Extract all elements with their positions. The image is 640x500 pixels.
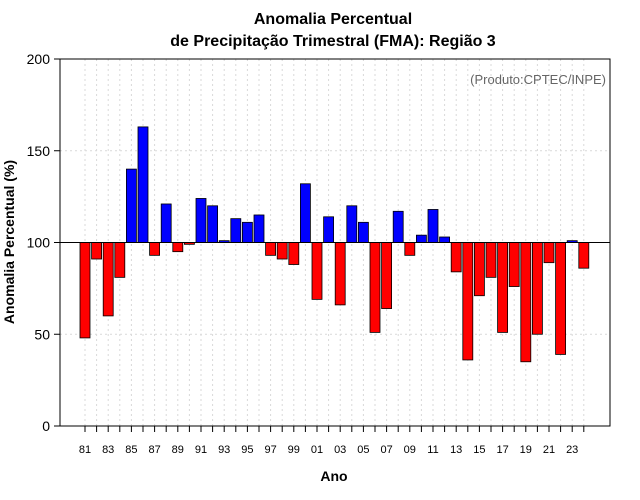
bar-22 bbox=[555, 242, 566, 355]
bar-95 bbox=[241, 221, 253, 243]
x-tick-label: 93 bbox=[218, 444, 230, 456]
x-tick-label: 23 bbox=[566, 444, 578, 456]
bar-89 bbox=[172, 242, 184, 253]
y-axis: 0 50 100 150 200 bbox=[27, 51, 60, 434]
x-tick-label: 81 bbox=[79, 444, 91, 456]
bars bbox=[79, 126, 590, 363]
x-axis-title: Ano bbox=[320, 468, 347, 484]
bar-88 bbox=[160, 203, 172, 243]
bar-09 bbox=[404, 242, 416, 256]
credit-text: (Produto:CPTEC/INPE) bbox=[470, 72, 606, 87]
bar-91 bbox=[195, 198, 207, 243]
y-tick-label: 150 bbox=[27, 143, 51, 159]
x-tick-label: 17 bbox=[496, 444, 508, 456]
y-tick-label: 0 bbox=[42, 418, 50, 434]
bar-94 bbox=[230, 218, 242, 243]
bar-17 bbox=[497, 242, 509, 333]
bar-05 bbox=[357, 221, 369, 243]
x-tick-label: 11 bbox=[427, 444, 438, 456]
bar-10 bbox=[415, 234, 427, 243]
x-tick-label: 91 bbox=[195, 444, 207, 456]
y-tick-label: 100 bbox=[27, 235, 51, 251]
x-tick-label: 19 bbox=[520, 444, 532, 456]
x-tick-label: 95 bbox=[241, 444, 253, 456]
bar-04 bbox=[346, 205, 358, 243]
x-tick-label: 85 bbox=[125, 444, 137, 456]
bar-01 bbox=[311, 242, 323, 300]
bar-00 bbox=[299, 183, 311, 243]
bar-08 bbox=[392, 210, 404, 243]
bar-03 bbox=[334, 242, 346, 306]
x-tick-label: 99 bbox=[288, 444, 300, 456]
x-tick-label: 87 bbox=[148, 444, 160, 456]
bar-15 bbox=[473, 242, 485, 297]
x-tick-label: 21 bbox=[543, 444, 555, 456]
x-axis: 81 83 85 87 89 91 93 95 97 99 01 03 05 07 09 11 13 15 17 19… bbox=[79, 426, 585, 456]
bar-20 bbox=[532, 242, 543, 335]
bar-85 bbox=[126, 168, 137, 243]
x-tick-label: 03 bbox=[334, 444, 346, 456]
bar-98 bbox=[276, 242, 288, 260]
bar-87 bbox=[149, 242, 161, 256]
y-tick-label: 200 bbox=[27, 51, 51, 67]
bar-16 bbox=[485, 242, 497, 278]
y-tick-label: 50 bbox=[34, 326, 50, 342]
bar-82 bbox=[91, 242, 102, 260]
bar-19 bbox=[520, 242, 532, 363]
bar-21 bbox=[543, 242, 555, 264]
chart-title-line2: de Precipitação Trimestral (FMA): Região… bbox=[170, 33, 496, 50]
bar-97 bbox=[265, 242, 277, 256]
bar-83 bbox=[102, 242, 114, 317]
bar-07 bbox=[381, 242, 393, 309]
x-tick-label: 97 bbox=[264, 444, 276, 456]
x-tick-label: 05 bbox=[357, 444, 369, 456]
x-tick-label: 89 bbox=[172, 444, 184, 456]
grid-lines bbox=[60, 59, 610, 426]
x-tick-label: 07 bbox=[380, 444, 392, 456]
bar-12 bbox=[439, 236, 451, 243]
bar-99 bbox=[288, 242, 300, 265]
bar-84 bbox=[114, 242, 126, 278]
bar-13 bbox=[450, 242, 462, 273]
y-axis-title: Anomalia Percentual (%) bbox=[1, 160, 17, 324]
bar-81 bbox=[79, 242, 91, 339]
x-tick-label: 09 bbox=[404, 444, 416, 456]
bar-06 bbox=[369, 242, 381, 333]
chart-title-line1: Anomalia Percentual bbox=[254, 11, 412, 28]
bar-96 bbox=[253, 214, 265, 243]
bar-86 bbox=[137, 126, 149, 243]
x-tick-label: 13 bbox=[450, 444, 462, 456]
x-tick-label: 01 bbox=[311, 444, 323, 456]
x-tick-label: 15 bbox=[473, 444, 485, 456]
bar-02 bbox=[323, 216, 335, 243]
bar-18 bbox=[508, 242, 520, 287]
bar-92 bbox=[207, 205, 219, 243]
bar-24 bbox=[578, 242, 590, 269]
x-tick-label: 83 bbox=[102, 444, 114, 456]
bar-14 bbox=[462, 242, 474, 361]
bar-11 bbox=[427, 209, 439, 243]
